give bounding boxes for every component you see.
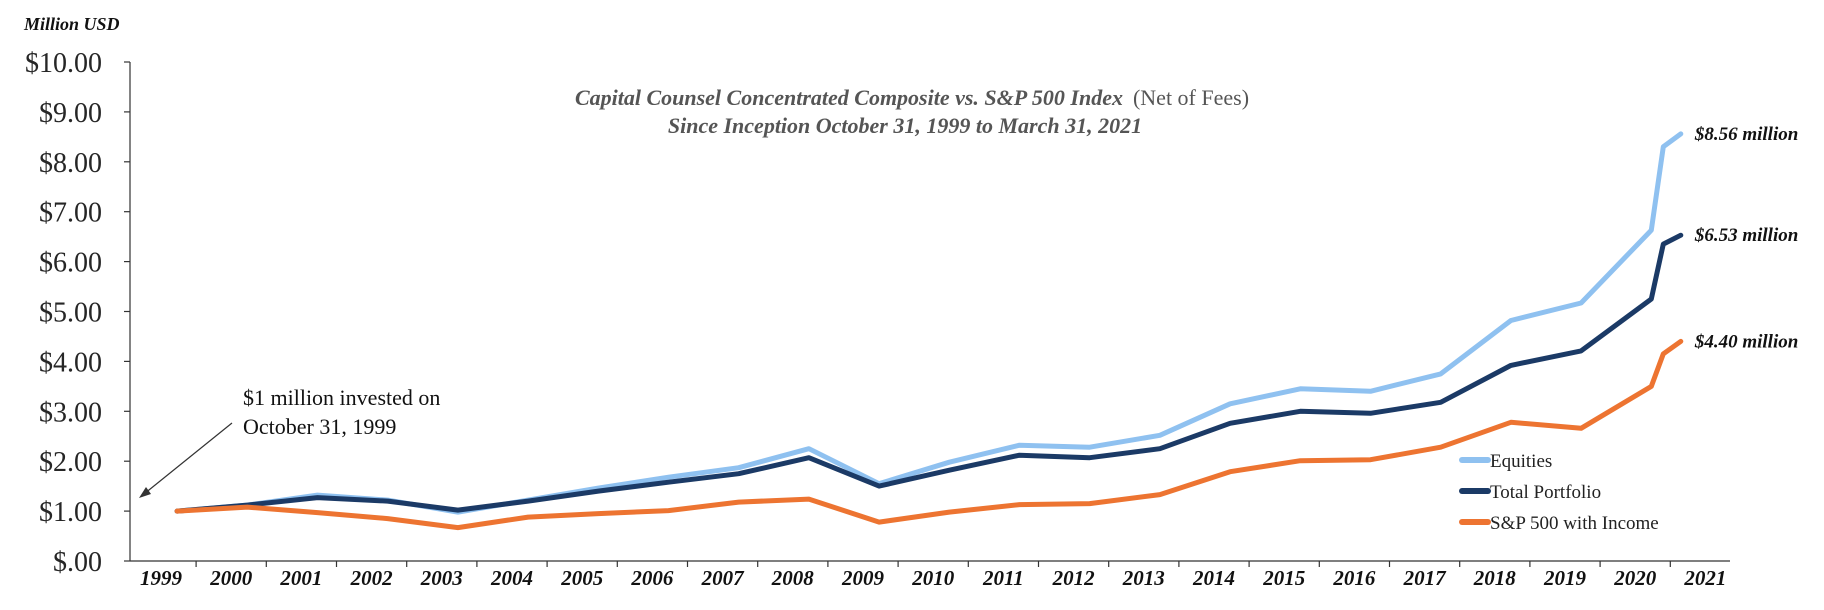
legend-label: Total Portfolio bbox=[1490, 482, 1601, 503]
y-tick-label: $5.00 bbox=[39, 298, 102, 329]
x-tick-label: 2016 bbox=[1332, 566, 1376, 590]
y-tick-label: $9.00 bbox=[39, 98, 102, 129]
x-tick-label: 2017 bbox=[1403, 566, 1448, 590]
series-end-label: $6.53 million bbox=[1694, 225, 1798, 246]
x-tick-label: 2005 bbox=[560, 566, 603, 590]
x-tick-label: 2018 bbox=[1473, 566, 1517, 590]
chart-title-line1: Capital Counsel Concentrated Composite v… bbox=[575, 85, 1249, 110]
legend-label: S&P 500 with Income bbox=[1490, 513, 1659, 534]
annotation-line1: $1 million invested on bbox=[243, 385, 440, 410]
x-tick-label: 2000 bbox=[209, 566, 253, 590]
y-tick-label: $10.00 bbox=[25, 48, 102, 79]
x-tick-label: 2015 bbox=[1262, 566, 1305, 590]
x-tick-labels: 1999 2000 2001 2002 2003 2004 2005 2006 2007 2008… bbox=[140, 561, 1726, 590]
annotation-line2: October 31, 1999 bbox=[243, 414, 396, 439]
x-tick-label: 2007 bbox=[701, 566, 746, 590]
x-tick-label: 2002 bbox=[350, 566, 394, 590]
y-tick-label: $1.00 bbox=[39, 497, 102, 528]
inception-annotation: $1 million invested on October 31, 1999 bbox=[139, 385, 440, 498]
y-tick-label: $6.00 bbox=[39, 248, 102, 279]
y-tick-label: $.00 bbox=[53, 547, 102, 578]
legend-label: Equities bbox=[1490, 451, 1552, 472]
series-end-labels: $8.56 million $6.53 million $4.40 million bbox=[1694, 124, 1798, 353]
x-tick-label: 2009 bbox=[841, 566, 885, 590]
chart-title-main: Capital Counsel Concentrated Composite v… bbox=[575, 85, 1123, 110]
y-tick-label: $4.00 bbox=[39, 347, 102, 378]
x-tick-label: 2014 bbox=[1192, 566, 1235, 590]
series-lines bbox=[174, 131, 1684, 531]
x-tick-label: 2010 bbox=[911, 566, 955, 590]
y-tick-label: $8.00 bbox=[39, 148, 102, 179]
x-tick-label: 2020 bbox=[1613, 566, 1657, 590]
y-axis: $.00 $1.00 $2.00 $3.00 $4.00 $5.00 $6.00 $7.00 $… bbox=[25, 48, 131, 578]
y-tick-label: $7.00 bbox=[39, 198, 102, 229]
chart-title-note: (Net of Fees) bbox=[1133, 85, 1249, 110]
series-line-s-p-500-with-income bbox=[174, 338, 1684, 531]
y-tick-labels: $.00 $1.00 $2.00 $3.00 $4.00 $5.00 $6.00 $7.00 $… bbox=[25, 48, 130, 578]
y-tick-label: $2.00 bbox=[39, 447, 102, 478]
x-tick-label: 2001 bbox=[279, 566, 322, 590]
chart-title-line2: Since Inception October 31, 1999 to Marc… bbox=[668, 113, 1142, 138]
x-tick-label: 2004 bbox=[490, 566, 533, 590]
x-tick-label: 1999 bbox=[140, 566, 183, 590]
x-tick-label: 2021 bbox=[1683, 566, 1726, 590]
x-tick-label: 2008 bbox=[771, 566, 815, 590]
chart-title: Capital Counsel Concentrated Composite v… bbox=[575, 85, 1249, 138]
y-tick-label: $3.00 bbox=[39, 397, 102, 428]
x-tick-label: 2006 bbox=[630, 566, 674, 590]
x-tick-label: 2011 bbox=[982, 566, 1024, 590]
annotation-arrow-line bbox=[143, 422, 233, 495]
series-end-label: $4.40 million bbox=[1694, 331, 1798, 352]
x-tick-label: 2019 bbox=[1543, 566, 1587, 590]
x-axis: 1999 2000 2001 2002 2003 2004 2005 2006 2007 2008… bbox=[130, 560, 1730, 590]
series-end-label: $8.56 million bbox=[1694, 124, 1798, 145]
unit-label: Million USD bbox=[23, 14, 120, 34]
x-tick-label: 2003 bbox=[420, 566, 463, 590]
legend: Equities Total Portfolio S&P 500 with Inco… bbox=[1459, 451, 1659, 534]
series-line-equities bbox=[174, 131, 1684, 515]
series-line-total-portfolio bbox=[174, 232, 1684, 514]
x-tick-label: 2012 bbox=[1052, 566, 1096, 590]
x-tick-label: 2013 bbox=[1122, 566, 1165, 590]
annotation-arrowhead bbox=[139, 487, 151, 498]
